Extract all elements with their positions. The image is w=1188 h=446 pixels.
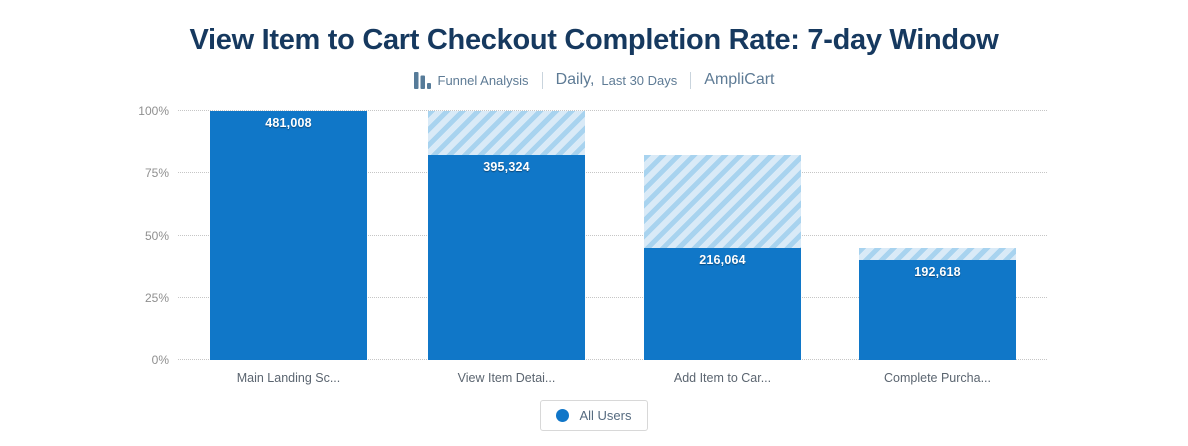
subtitle-divider <box>690 71 692 89</box>
gridline-25: 25% <box>145 291 1047 305</box>
bar-value-label: 192,618 <box>914 265 961 279</box>
converted-segment[interactable]: 395,324 <box>428 155 585 360</box>
converted-segment[interactable]: 481,008 <box>210 111 367 360</box>
gridline-0-baseline: 0% <box>152 353 1047 367</box>
y-axis-tick: 50% <box>144 229 169 243</box>
plot-area: 100% 75% 50% 25% 0% 481,008 Main Landing … <box>138 104 1047 385</box>
x-axis-label: Complete Purcha... <box>884 371 991 385</box>
y-axis-tick: 75% <box>144 166 169 180</box>
x-axis-label: Main Landing Sc... <box>236 371 341 385</box>
bar-value-label: 481,008 <box>265 116 312 130</box>
legend-row: All Users <box>0 400 1188 431</box>
legend-dot-icon <box>556 409 570 422</box>
funnel-bar-1[interactable]: 481,008 <box>210 111 367 360</box>
x-axis-label: Add Item to Car... <box>673 371 772 385</box>
chart-type-label: Funnel Analysis <box>437 72 529 88</box>
gridline-100: 100% <box>138 104 1047 118</box>
funnel-analysis-icon <box>413 71 431 89</box>
dropoff-segment[interactable] <box>644 155 801 248</box>
funnel-bar-4[interactable]: 192,618 <box>859 248 1016 360</box>
y-axis-tick: 0% <box>151 353 169 367</box>
chart-title: View Item to Cart Checkout Completion Ra… <box>189 24 999 56</box>
converted-segment[interactable]: 216,064 <box>644 248 801 360</box>
x-axis-label: View Item Detai... <box>457 371 556 385</box>
dropoff-segment[interactable] <box>428 111 585 155</box>
legend-item-all-users[interactable]: All Users <box>540 400 648 431</box>
funnel-bar-2[interactable]: 395,324 <box>428 111 585 360</box>
date-range-breadcrumb: Daily, Last 30 Days <box>556 71 678 89</box>
date-range-primary: Daily, <box>555 71 595 88</box>
legend-label: All Users <box>579 408 632 423</box>
chart-subtitle: Funnel Analysis Daily, Last 30 Days Ampl… <box>0 71 1188 89</box>
converted-segment[interactable]: 192,618 <box>859 260 1016 360</box>
project-name: AmpliCart <box>704 71 775 88</box>
chart-type-breadcrumb: Funnel Analysis <box>413 71 529 89</box>
date-range-secondary: Last 30 Days <box>601 72 678 88</box>
bar-value-label: 216,064 <box>699 253 746 267</box>
y-axis-tick: 25% <box>144 291 169 305</box>
gridline-75: 75% <box>145 166 1047 180</box>
gridline-50: 50% <box>145 229 1047 243</box>
dropoff-segment[interactable] <box>859 248 1016 260</box>
bar-value-label: 395,324 <box>483 160 530 174</box>
y-axis-tick: 100% <box>138 104 169 118</box>
funnel-bar-3[interactable]: 216,064 <box>644 155 801 360</box>
subtitle-divider <box>541 71 543 89</box>
